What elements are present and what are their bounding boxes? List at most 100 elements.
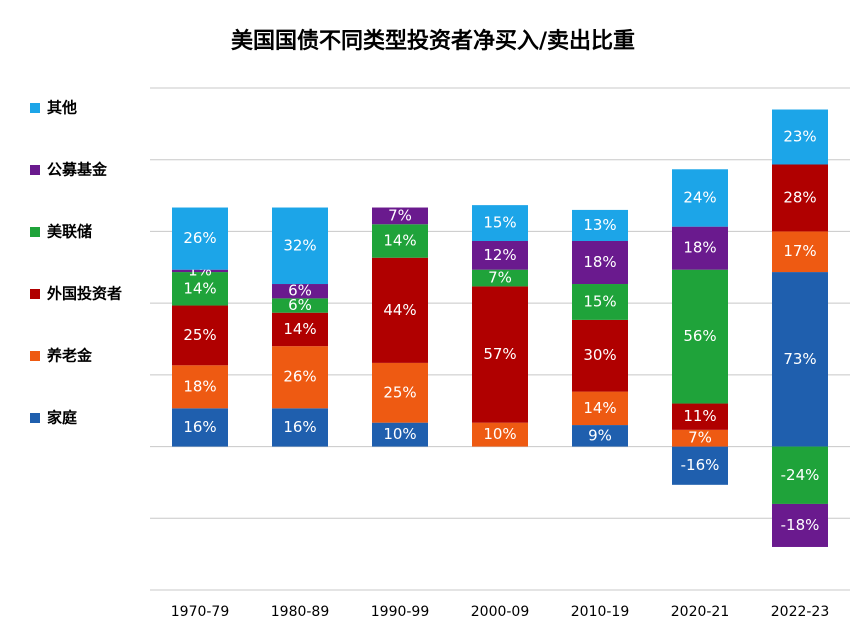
bar-segment bbox=[272, 312, 328, 347]
bar-segment bbox=[472, 286, 528, 423]
legend-swatch bbox=[30, 289, 40, 299]
x-tick-label: 2022-23 bbox=[771, 604, 830, 620]
data-label: 9% bbox=[588, 426, 612, 444]
bar-segment bbox=[472, 422, 528, 447]
data-label: -18% bbox=[781, 516, 820, 534]
bar-segment bbox=[672, 269, 728, 404]
data-label: 13% bbox=[583, 216, 616, 234]
x-tick-label: 2000-09 bbox=[471, 604, 530, 620]
legend-label: 美联储 bbox=[47, 223, 92, 241]
bar-segment bbox=[572, 425, 628, 447]
data-label: 18% bbox=[183, 377, 216, 395]
legend-label: 其他 bbox=[47, 99, 77, 117]
bar-segment bbox=[772, 446, 828, 504]
bar-segment bbox=[372, 257, 428, 363]
data-label: 14% bbox=[383, 231, 416, 249]
bar-segment bbox=[172, 408, 228, 447]
bar-segment bbox=[172, 365, 228, 409]
data-label: 25% bbox=[183, 326, 216, 344]
data-label: 32% bbox=[283, 236, 316, 254]
x-tick-label: 1970-79 bbox=[171, 604, 230, 620]
data-label: 12% bbox=[483, 246, 516, 264]
data-label: 14% bbox=[583, 399, 616, 417]
x-tick-label: 1980-89 bbox=[271, 604, 330, 620]
bar-segment bbox=[372, 207, 428, 225]
legend-swatch bbox=[30, 413, 40, 423]
bar-segment bbox=[772, 272, 828, 447]
data-label: -16% bbox=[681, 456, 720, 474]
data-label: 44% bbox=[383, 301, 416, 319]
data-label: 73% bbox=[783, 350, 816, 368]
bar-segment bbox=[172, 305, 228, 366]
bar-segment bbox=[272, 207, 328, 285]
bar-segment bbox=[472, 269, 528, 287]
bar-segment bbox=[172, 269, 228, 273]
bar-segment bbox=[272, 284, 328, 299]
bar-segment bbox=[372, 362, 428, 423]
data-label: 17% bbox=[783, 242, 816, 260]
data-label: 30% bbox=[583, 346, 616, 364]
bar-segment bbox=[172, 207, 228, 270]
data-label: 25% bbox=[383, 383, 416, 401]
data-label: 23% bbox=[783, 128, 816, 146]
data-label: 14% bbox=[283, 320, 316, 338]
legend-swatch bbox=[30, 351, 40, 361]
bar-segment bbox=[372, 422, 428, 447]
bar-segment bbox=[572, 319, 628, 392]
bar-segment bbox=[772, 109, 828, 165]
bar-segment bbox=[472, 240, 528, 270]
bar-segment bbox=[572, 284, 628, 320]
data-label: 28% bbox=[783, 188, 816, 206]
data-label: 6% bbox=[288, 282, 312, 300]
bar-segment bbox=[572, 209, 628, 241]
data-label: 14% bbox=[183, 279, 216, 297]
legend-swatch bbox=[30, 103, 40, 113]
data-label: 6% bbox=[288, 296, 312, 314]
data-label: -24% bbox=[781, 466, 820, 484]
bar-segment bbox=[372, 224, 428, 258]
bar-segment bbox=[672, 169, 728, 227]
data-label: 16% bbox=[283, 418, 316, 436]
legend-label: 养老金 bbox=[46, 347, 93, 365]
bar-segment bbox=[672, 429, 728, 447]
data-label: 7% bbox=[388, 206, 412, 224]
x-tick-label: 2020-21 bbox=[671, 604, 730, 620]
bar-segment bbox=[772, 503, 828, 547]
data-label: 11% bbox=[683, 407, 716, 425]
bar-segment bbox=[472, 205, 528, 241]
legend-swatch bbox=[30, 227, 40, 237]
bar-segment bbox=[672, 226, 728, 270]
x-tick-label: 2010-19 bbox=[571, 604, 630, 620]
bar-segment bbox=[172, 272, 228, 306]
bar-segment bbox=[772, 231, 828, 273]
data-label: 18% bbox=[683, 239, 716, 257]
bar-segment bbox=[272, 408, 328, 447]
chart-title: 美国国债不同类型投资者净买入/卖出比重 bbox=[231, 28, 635, 54]
legend-label: 公募基金 bbox=[47, 161, 108, 179]
bar-segment bbox=[772, 164, 828, 232]
legend-swatch bbox=[30, 165, 40, 175]
x-tick-label: 1990-99 bbox=[371, 604, 430, 620]
data-label: 10% bbox=[483, 425, 516, 443]
data-label: 26% bbox=[183, 229, 216, 247]
data-label: 57% bbox=[483, 345, 516, 363]
data-label: 15% bbox=[583, 292, 616, 310]
data-label: 24% bbox=[683, 188, 716, 206]
bar-segment bbox=[572, 391, 628, 426]
data-label: 16% bbox=[183, 418, 216, 436]
legend-label: 家庭 bbox=[47, 409, 78, 427]
bar-segment bbox=[272, 346, 328, 409]
data-label: 18% bbox=[583, 253, 616, 271]
data-label: 56% bbox=[683, 327, 716, 345]
data-label: 10% bbox=[383, 425, 416, 443]
bar-segment bbox=[272, 298, 328, 313]
bar-segment bbox=[672, 403, 728, 430]
bar-segment bbox=[572, 240, 628, 285]
data-label: 7% bbox=[488, 269, 512, 287]
data-label: 7% bbox=[688, 429, 712, 447]
data-label: 26% bbox=[283, 368, 316, 386]
bar-segment bbox=[672, 446, 728, 485]
legend-label: 外国投资者 bbox=[46, 285, 122, 303]
data-label: 15% bbox=[483, 214, 516, 232]
